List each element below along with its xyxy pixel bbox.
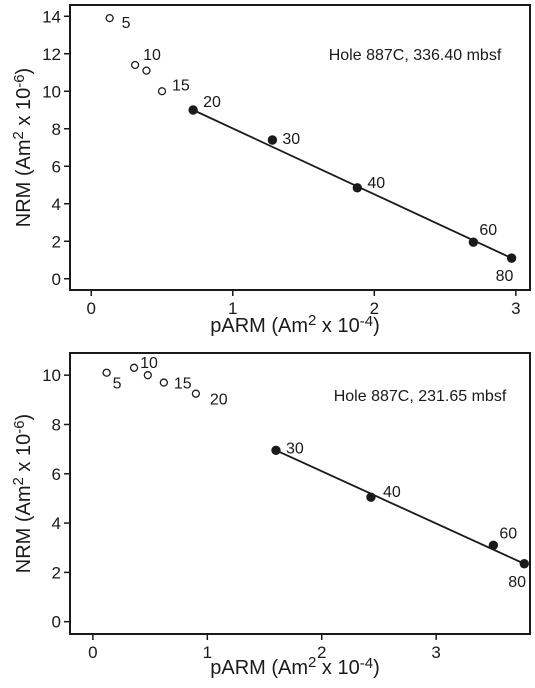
data-point-open [129,363,139,372]
data-point-open [143,371,152,380]
data-point-open [130,60,140,70]
x-tick-label: 0 [86,299,95,318]
data-point-filled [519,559,529,569]
point-label: 5 [113,376,122,393]
data-point-open [142,66,151,75]
point-label: 5 [122,15,131,32]
y-tick-label: 0 [52,270,61,289]
y-tick-label: 14 [42,7,61,26]
data-point-open [157,87,167,96]
y-tick-label: 2 [52,563,61,582]
point-label: 80 [496,268,514,285]
y-tick-label: 2 [52,232,61,251]
point-label: 15 [174,376,192,393]
data-point-filled [271,445,281,456]
y-tick-label: 6 [52,465,61,484]
point-label: 30 [282,131,300,148]
x-tick-label: 3 [431,643,440,662]
regression-line [192,109,512,259]
data-point-open [191,389,201,398]
data-point-filled [366,492,376,502]
hole-annotation: Hole 887C, 336.40 mbsf [329,47,502,64]
point-label: 40 [383,484,401,501]
point-label: 80 [508,574,526,591]
plot-frame [69,352,531,635]
data-point-open [105,13,114,23]
x-tick-label: 2 [370,299,379,318]
point-label: 20 [210,392,228,409]
regression-line [275,449,525,565]
point-label: 15 [172,77,190,94]
data-point-filled [506,253,517,263]
point-label: 10 [143,47,161,64]
data-point-filled [352,183,363,193]
point-label: 60 [479,222,497,239]
y-tick-label: 8 [52,120,61,139]
data-point-filled [468,237,479,247]
x-tick-label: 1 [228,299,237,318]
data-point-filled [488,540,499,550]
data-point-filled [267,135,278,145]
x-axis-label: pARM (Am2 x 10-4) [210,312,380,337]
y-tick-label: 8 [52,415,61,434]
y-tick-label: 12 [42,45,61,64]
x-tick-label: 0 [88,643,97,662]
point-label: 40 [367,175,385,192]
plot-frame [69,4,531,291]
x-tick-label: 3 [511,299,520,318]
y-tick-label: 0 [52,613,61,632]
hole-annotation: Hole 887C, 231.65 mbsf [334,388,507,405]
point-label: 10 [140,355,158,372]
x-axis-label: pARM (Am2 x 10-4) [210,654,380,679]
data-point-open [102,368,111,377]
data-point-open [159,378,168,387]
y-tick-label: 10 [42,82,61,101]
y-axis-label: NRM (Am2 x 10-6) [10,414,35,573]
point-label: 20 [203,94,221,111]
y-tick-label: 4 [52,195,61,214]
y-tick-label: 10 [42,366,61,385]
point-label: 60 [499,525,517,542]
y-tick-label: 6 [52,157,61,176]
x-tick-label: 2 [317,643,326,662]
x-tick-label: 1 [203,643,212,662]
data-point-filled [188,105,198,115]
y-tick-label: 4 [52,514,61,533]
point-label: 30 [286,440,304,457]
y-axis-label: NRM (Am2 x 10-6) [10,68,35,227]
